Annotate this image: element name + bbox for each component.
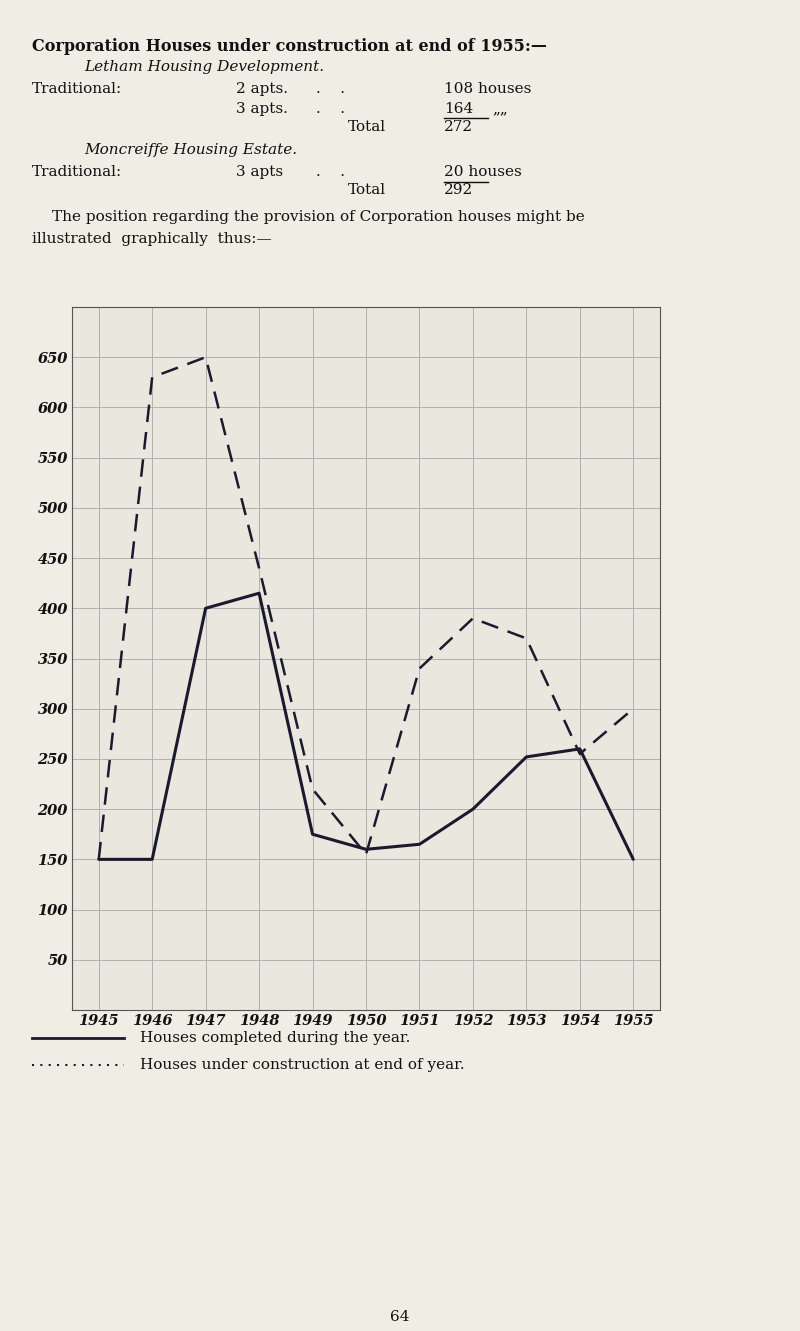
Text: 164: 164 xyxy=(444,102,474,116)
Text: 292: 292 xyxy=(444,182,474,197)
Text: Traditional:: Traditional: xyxy=(32,165,122,178)
Text: .    .: . . xyxy=(316,83,345,96)
Text: Total: Total xyxy=(348,120,386,134)
Text: 20 houses: 20 houses xyxy=(444,165,522,178)
Text: Houses completed during the year.: Houses completed during the year. xyxy=(140,1032,410,1045)
Text: 3 apts.: 3 apts. xyxy=(236,102,288,116)
Text: illustrated  graphically  thus:—: illustrated graphically thus:— xyxy=(32,232,272,246)
Text: 108 houses: 108 houses xyxy=(444,83,531,96)
Text: Houses under construction at end of year.: Houses under construction at end of year… xyxy=(140,1058,465,1071)
Text: 64: 64 xyxy=(390,1310,410,1324)
Text: 3 apts: 3 apts xyxy=(236,165,283,178)
Text: Letham Housing Development.: Letham Housing Development. xyxy=(84,60,324,75)
Text: .    .: . . xyxy=(316,102,345,116)
Text: Traditional:: Traditional: xyxy=(32,83,122,96)
Text: 272: 272 xyxy=(444,120,473,134)
Text: The position regarding the provision of Corporation houses might be: The position regarding the provision of … xyxy=(52,210,585,224)
Text: Corporation Houses under construction at end of 1955:—: Corporation Houses under construction at… xyxy=(32,39,547,55)
Text: „„: „„ xyxy=(492,102,508,116)
Text: Moncreiffe Housing Estate.: Moncreiffe Housing Estate. xyxy=(84,142,297,157)
Text: Total: Total xyxy=(348,182,386,197)
Text: 2 apts.: 2 apts. xyxy=(236,83,288,96)
Text: .    .: . . xyxy=(316,165,345,178)
